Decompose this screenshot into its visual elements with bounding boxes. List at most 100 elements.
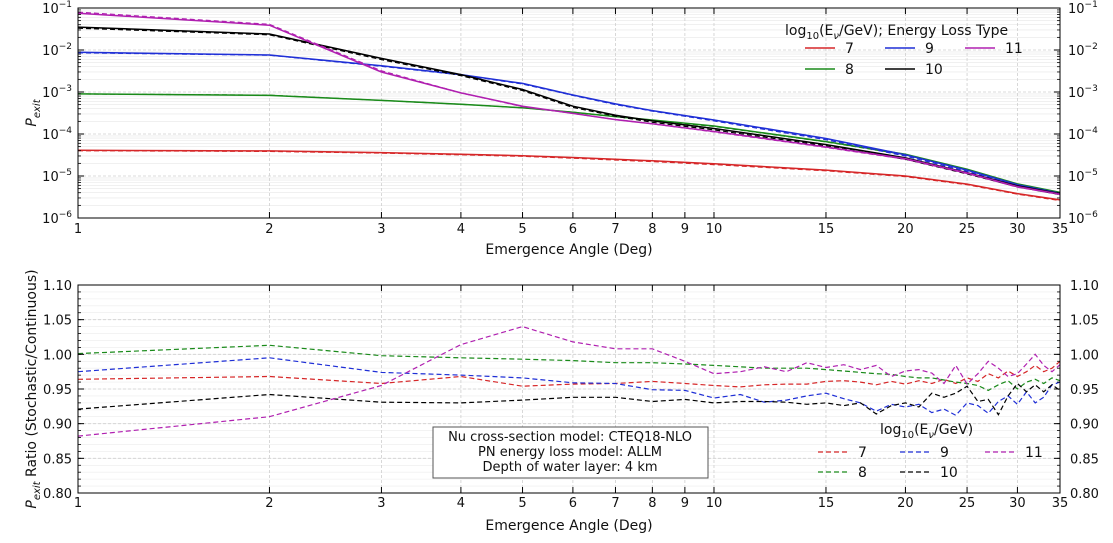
bottom-series-10: [77, 382, 1061, 416]
bottom-legend-label-10: 10: [940, 465, 958, 481]
top-x-tick-label: 4: [457, 222, 465, 237]
bottom-x-tick-label: 3: [377, 496, 385, 511]
top-y-tick-label: 10−6: [42, 210, 72, 227]
top-x-tick-label: 20: [897, 222, 914, 237]
bottom-annotation-box: Nu cross-section model: CTEQ18-NLO PN en…: [432, 426, 709, 479]
top-legend-title: log10(Eν/GeV); Energy Loss Type: [785, 23, 1008, 42]
top-x-tick-label: 7: [611, 222, 619, 237]
bottom-y-tick-label: 1.05: [1070, 314, 1099, 329]
bottom-series-9: [77, 357, 1061, 417]
top-series-lines: [77, 11, 1061, 202]
top-series-7-stochastic: [77, 150, 1061, 202]
top-y-tick-label: 10−5: [1068, 168, 1098, 185]
bottom-y-tick-label: 0.95: [43, 383, 72, 398]
top-x-tick-label: 8: [648, 222, 656, 237]
bottom-x-tick-label: 35: [1052, 496, 1069, 511]
bottom-legend-label-7: 7: [858, 445, 867, 461]
bottom-x-tick-label: 10: [706, 496, 723, 511]
annotation-line-3: Depth of water layer: 4 km: [482, 460, 657, 475]
top-x-tick-label: 9: [681, 222, 689, 237]
top-y-tick-label: 10−2: [1068, 42, 1098, 59]
top-x-tick-label: 3: [377, 222, 385, 237]
top-legend: log10(Eν/GeV); Energy Loss Type 7 8 9 10 11: [785, 23, 1023, 78]
bottom-y-tick-label: 0.95: [1070, 383, 1099, 398]
bottom-legend-label-11: 11: [1025, 445, 1043, 461]
bottom-legend-title: log10(Eν/GeV): [880, 422, 973, 441]
top-plot-frame: [77, 7, 1061, 219]
top-x-axis-label: Emergence Angle (Deg): [485, 242, 652, 258]
bottom-series-7: [77, 360, 1061, 388]
top-series-9-stochastic: [77, 52, 1061, 195]
bottom-x-tick-label: 7: [611, 496, 619, 511]
top-x-tick-label: 25: [959, 222, 976, 237]
bottom-series-11: [77, 325, 1061, 437]
top-x-tick-label: 5: [518, 222, 526, 237]
bottom-y-tick-label: 1.05: [43, 314, 72, 329]
bottom-y-tick-label: 1.10: [1070, 279, 1099, 294]
bottom-x-tick-label: 2: [265, 496, 273, 511]
top-legend-label-7: 7: [845, 41, 854, 57]
top-y-axis-label-sub: exit: [32, 98, 43, 118]
top-x-tick-label: 1: [74, 222, 82, 237]
bottom-legend-items: 7 8 9 10 11: [818, 445, 1043, 481]
bottom-y-axis-label-main: P: [24, 500, 40, 509]
top-y-tick-label: 10−4: [1068, 126, 1098, 143]
bottom-y-tick-label: 0.80: [1070, 487, 1099, 502]
top-y-tick-label: 10−5: [42, 168, 72, 185]
annotation-line-2: PN energy loss model: ALLM: [478, 445, 662, 460]
top-ticks: 10−6 10−6 10−5 10−5 10−4 10−4 10−3 10−3 10−2 10−2…: [42, 0, 1098, 237]
bottom-x-tick-label: 25: [959, 496, 976, 511]
bottom-x-tick-label: 6: [569, 496, 577, 511]
bottom-ticks: 0.80 0.80 0.85 0.85 0.90 0.90 0.95 0.95 1.00 1.00…: [43, 279, 1099, 511]
bottom-y-tick-label: 1.10: [43, 279, 72, 294]
top-y-tick-label: 10−6: [1068, 210, 1098, 227]
top-x-tick-label: 35: [1052, 222, 1069, 237]
top-legend-label-10: 10: [925, 62, 943, 78]
top-x-tick-label: 6: [569, 222, 577, 237]
top-y-tick-label: 10−1: [1068, 0, 1098, 17]
bottom-x-tick-label: 20: [897, 496, 914, 511]
bottom-series-8: [77, 344, 1061, 392]
bottom-y-axis-label-rest: Ratio (Stochastic/Continuous): [24, 269, 40, 481]
bottom-x-tick-label: 15: [818, 496, 835, 511]
bottom-y-axis-label: Pexit Ratio (Stochastic/Continuous): [24, 269, 43, 508]
bottom-y-tick-label: 0.80: [43, 487, 72, 502]
bottom-x-tick-label: 30: [1009, 496, 1026, 511]
bottom-y-tick-label: 0.85: [1070, 452, 1099, 467]
top-grid: [77, 7, 1061, 219]
top-series-11-continuous: [77, 12, 1061, 195]
bottom-legend-label-9: 9: [940, 445, 949, 461]
top-y-tick-label: 10−3: [42, 84, 72, 101]
top-x-tick-label: 15: [818, 222, 835, 237]
top-y-axis-label-main: P: [24, 118, 40, 127]
top-legend-label-9: 9: [925, 41, 934, 57]
top-y-tick-label: 10−1: [42, 0, 72, 17]
top-x-tick-label: 30: [1009, 222, 1026, 237]
top-panel: 10−6 10−6 10−5 10−5 10−4 10−4 10−3 10−3 10−2 10−2…: [24, 0, 1098, 258]
top-x-tick-label: 10: [706, 222, 723, 237]
bottom-legend: log10(Eν/GeV) 7 8 9 10 11: [818, 422, 1043, 481]
top-y-tick-label: 10−4: [42, 126, 72, 143]
annotation-frame: [432, 426, 709, 479]
bottom-legend-label-8: 8: [858, 465, 867, 481]
bottom-y-tick-label: 0.85: [43, 452, 72, 467]
bottom-x-tick-label: 4: [457, 496, 465, 511]
bottom-x-tick-label: 9: [681, 496, 689, 511]
top-legend-label-8: 8: [845, 62, 854, 78]
bottom-x-tick-label: 8: [648, 496, 656, 511]
bottom-y-tick-label: 0.90: [43, 418, 72, 433]
annotation-line-1: Nu cross-section model: CTEQ18-NLO: [448, 430, 692, 445]
top-y-axis-label: Pexit: [24, 98, 43, 126]
bottom-y-tick-label: 1.00: [1070, 348, 1099, 363]
bottom-y-tick-label: 0.90: [1070, 418, 1099, 433]
top-x-tick-label: 2: [265, 222, 273, 237]
top-series-11-stochastic: [77, 11, 1061, 196]
bottom-x-tick-label: 1: [74, 496, 82, 511]
top-series-9-continuous: [77, 51, 1061, 194]
bottom-y-axis-label-sub: exit: [32, 480, 43, 500]
bottom-x-tick-label: 5: [518, 496, 526, 511]
top-y-tick-label: 10−2: [42, 42, 72, 59]
top-y-tick-label: 10−3: [1068, 84, 1098, 101]
top-legend-items: 7 8 9 10 11: [805, 41, 1023, 78]
